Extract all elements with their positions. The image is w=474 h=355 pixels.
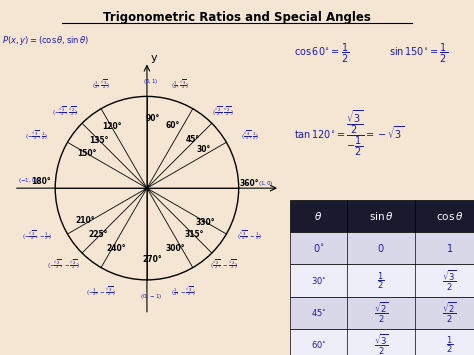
- Text: $60^{\circ}$: $60^{\circ}$: [311, 339, 326, 350]
- Text: $P(x,y)=(\cos\theta,\sin\theta)$: $P(x,y)=(\cos\theta,\sin\theta)$: [2, 34, 90, 47]
- Text: $0^{\circ}$: $0^{\circ}$: [313, 242, 324, 255]
- Text: $\dfrac{\sqrt{2}}{2}$: $\dfrac{\sqrt{2}}{2}$: [374, 301, 389, 324]
- Text: $\theta$: $\theta$: [314, 211, 323, 222]
- Text: $(\frac{\sqrt{2}}{2},\frac{\sqrt{2}}{2})$: $(\frac{\sqrt{2}}{2},\frac{\sqrt{2}}{2})…: [212, 105, 234, 118]
- Bar: [290, 264, 474, 296]
- Text: 270°: 270°: [143, 255, 162, 264]
- Bar: [290, 329, 474, 355]
- Text: $(0,1)$: $(0,1)$: [143, 77, 158, 86]
- Text: Trigonometric Ratios and Special Angles: Trigonometric Ratios and Special Angles: [103, 11, 371, 24]
- Bar: [290, 233, 474, 264]
- Text: $(-\frac{\sqrt{3}}{2},-\frac{1}{2})$: $(-\frac{\sqrt{3}}{2},-\frac{1}{2})$: [22, 229, 52, 242]
- Text: $1$: $1$: [446, 242, 453, 255]
- Text: $(\frac{\sqrt{3}}{2},\frac{1}{2})$: $(\frac{\sqrt{3}}{2},\frac{1}{2})$: [240, 129, 259, 142]
- Text: $\tan 120^{\circ}=\dfrac{\dfrac{\sqrt{3}}{2}}{-\dfrac{1}{2}}=-\sqrt{3}$: $\tan 120^{\circ}=\dfrac{\dfrac{\sqrt{3}…: [294, 109, 404, 158]
- Text: $(\frac{\sqrt{2}}{2},-\frac{\sqrt{2}}{2})$: $(\frac{\sqrt{2}}{2},-\frac{\sqrt{2}}{2}…: [210, 258, 238, 271]
- Text: $(0,-1)$: $(0,-1)$: [140, 292, 163, 301]
- Text: 315°: 315°: [184, 230, 203, 239]
- Text: $(\frac{\sqrt{3}}{2},-\frac{1}{2})$: $(\frac{\sqrt{3}}{2},-\frac{1}{2})$: [237, 229, 262, 242]
- Bar: [290, 296, 474, 329]
- Text: 45°: 45°: [186, 135, 200, 144]
- Text: $\dfrac{\sqrt{2}}{2}$: $\dfrac{\sqrt{2}}{2}$: [442, 301, 457, 324]
- Text: $(-1,0)$: $(-1,0)$: [18, 176, 38, 185]
- Text: 210°: 210°: [76, 216, 95, 225]
- Text: $\dfrac{\sqrt{3}}{2}$: $\dfrac{\sqrt{3}}{2}$: [442, 268, 457, 293]
- Text: 360°: 360°: [240, 179, 259, 188]
- Text: $(-\frac{\sqrt{3}}{2},\frac{1}{2})$: $(-\frac{\sqrt{3}}{2},\frac{1}{2})$: [26, 129, 48, 142]
- Text: 240°: 240°: [106, 244, 126, 253]
- Text: 120°: 120°: [102, 122, 122, 131]
- Text: $30^{\circ}$: $30^{\circ}$: [311, 275, 326, 286]
- Text: 135°: 135°: [90, 136, 109, 145]
- Text: 60°: 60°: [165, 121, 180, 130]
- Text: $(\frac{1}{2},\frac{\sqrt{3}}{2})$: $(\frac{1}{2},\frac{\sqrt{3}}{2})$: [92, 78, 110, 91]
- Text: $\dfrac{1}{2}$: $\dfrac{1}{2}$: [446, 334, 453, 355]
- Text: $\sin 150^{\circ}=\dfrac{1}{2}$: $\sin 150^{\circ}=\dfrac{1}{2}$: [389, 42, 447, 65]
- Text: $(\frac{1}{2},-\frac{\sqrt{3}}{2})$: $(\frac{1}{2},-\frac{\sqrt{3}}{2})$: [171, 285, 196, 298]
- Text: y: y: [151, 53, 157, 63]
- Text: $45^{\circ}$: $45^{\circ}$: [311, 307, 326, 318]
- Text: $\dfrac{\sqrt{3}}{2}$: $\dfrac{\sqrt{3}}{2}$: [374, 333, 389, 355]
- Text: $\dfrac{1}{2}$: $\dfrac{1}{2}$: [377, 270, 385, 291]
- Text: 150°: 150°: [78, 149, 97, 158]
- Text: $\cos\theta$: $\cos\theta$: [436, 211, 463, 222]
- Text: $(-\frac{\sqrt{2}}{2},-\frac{\sqrt{2}}{2})$: $(-\frac{\sqrt{2}}{2},-\frac{\sqrt{2}}{2…: [47, 258, 80, 271]
- Text: 90°: 90°: [146, 114, 160, 123]
- Text: 30°: 30°: [197, 145, 211, 154]
- Text: $(-\frac{1}{2},-\frac{\sqrt{3}}{2})$: $(-\frac{1}{2},-\frac{\sqrt{3}}{2})$: [86, 285, 116, 298]
- Text: 330°: 330°: [196, 218, 215, 226]
- Text: 300°: 300°: [165, 244, 185, 253]
- Text: 225°: 225°: [89, 230, 108, 239]
- Text: $(1,0)$: $(1,0)$: [258, 179, 274, 188]
- Text: $\cos 60^{\circ}=\dfrac{1}{2}$: $\cos 60^{\circ}=\dfrac{1}{2}$: [294, 42, 349, 65]
- Text: $0$: $0$: [377, 242, 385, 255]
- Text: 180°: 180°: [32, 177, 51, 186]
- Bar: [290, 200, 474, 233]
- Text: $(-\frac{\sqrt{2}}{2},\frac{\sqrt{2}}{2})$: $(-\frac{\sqrt{2}}{2},\frac{\sqrt{2}}{2}…: [52, 105, 79, 118]
- Text: $\sin\theta$: $\sin\theta$: [369, 211, 393, 222]
- Text: $(\frac{1}{2},\frac{\sqrt{3}}{2})$: $(\frac{1}{2},\frac{\sqrt{3}}{2})$: [171, 78, 189, 91]
